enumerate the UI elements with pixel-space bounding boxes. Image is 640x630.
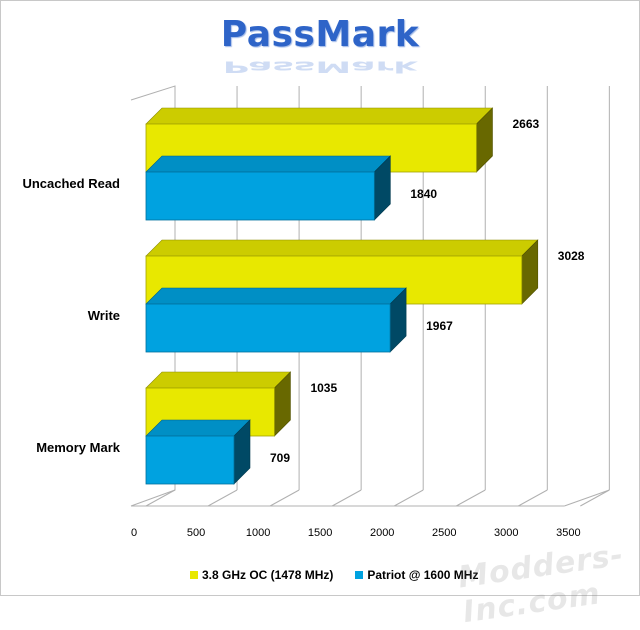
x-tick-label: 500 [187, 527, 205, 539]
x-tick-label: 1500 [308, 527, 332, 539]
bar-top-face [145, 239, 539, 257]
data-label: 1840 [410, 187, 437, 201]
x-tick-label: 3500 [556, 527, 580, 539]
bar [145, 303, 391, 353]
gridline-floor [145, 489, 176, 507]
chart-title: PassMark [220, 14, 420, 55]
gridline-floor [331, 489, 362, 507]
data-label: 3028 [558, 249, 585, 263]
gridline-floor [393, 489, 424, 507]
x-tick-label: 2500 [432, 527, 456, 539]
legend: 3.8 GHz OC (1478 MHz) Patriot @ 1600 MHz [190, 568, 478, 582]
bar-chart: 0 500 1000 1500 2000 2500 3000 3500 Uncached Rea… [22, 85, 610, 539]
x-tick-label: 1000 [246, 527, 270, 539]
legend-label-series-2: Patriot @ 1600 MHz [367, 568, 479, 582]
bar-top-face [145, 107, 494, 125]
bar-top-face [145, 419, 251, 437]
category-label: Memory Mark [36, 440, 121, 455]
category-label: Uncached Read [22, 176, 120, 191]
bar [145, 171, 375, 221]
x-tick-label: 0 [131, 527, 137, 539]
floor-right-edge [564, 489, 610, 507]
category-label: Write [88, 308, 120, 323]
data-label: 1035 [310, 381, 337, 395]
legend-swatch-series-1 [190, 571, 198, 579]
legend-item-series-1: 3.8 GHz OC (1478 MHz) [190, 568, 333, 582]
legend-swatch-series-2 [355, 571, 364, 579]
bar-top-face [145, 287, 407, 305]
bar-top-face [145, 155, 392, 173]
x-tick-label: 3000 [494, 527, 518, 539]
gridline-floor [207, 489, 238, 507]
gridline-floor [518, 489, 548, 507]
data-label: 2663 [512, 117, 539, 131]
legend-label-series-1: 3.8 GHz OC (1478 MHz) [202, 568, 334, 582]
legend-item-series-2: Patriot @ 1600 MHz [355, 568, 478, 582]
gridline-floor [580, 489, 610, 507]
x-tick-label: 2000 [370, 527, 394, 539]
gridline-floor [456, 489, 486, 507]
data-label: 1967 [426, 319, 453, 333]
gridline-floor [269, 489, 300, 507]
bar-top-face [145, 371, 292, 389]
bar [145, 435, 235, 485]
data-label: 709 [270, 451, 290, 465]
